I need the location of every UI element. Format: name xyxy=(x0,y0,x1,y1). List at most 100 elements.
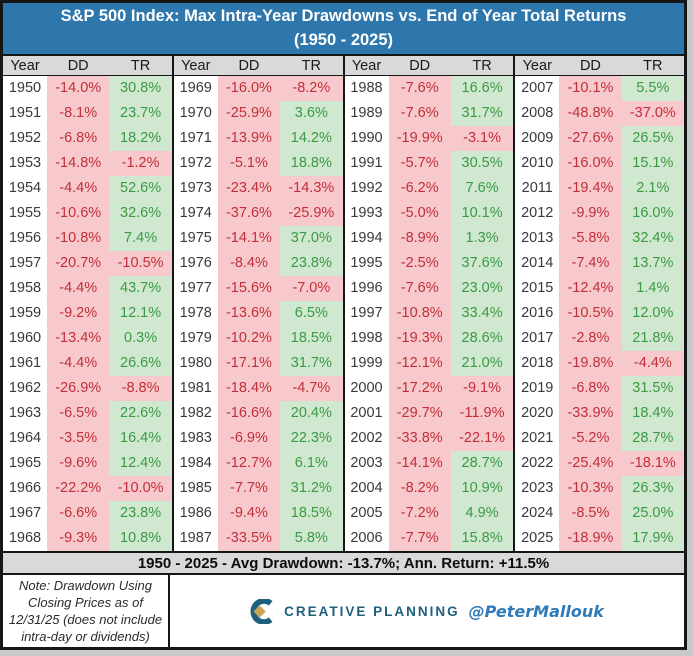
column-header-group: Year DD TR xyxy=(342,55,514,76)
drawdown-cell: -7.7% xyxy=(217,476,281,502)
year-cell: 2025 xyxy=(515,526,560,552)
year-cell: 1968 xyxy=(3,526,47,552)
column-header-group: Year DD TR xyxy=(171,55,343,76)
table-row: 1980 -17.1% 31.7% xyxy=(173,351,343,377)
drawdown-cell: -14.8% xyxy=(47,151,110,177)
drawdown-cell: -10.2% xyxy=(217,326,281,352)
total-return-cell: 28.6% xyxy=(450,326,514,352)
total-return-cell: 5.5% xyxy=(621,76,684,102)
year-cell: 1966 xyxy=(3,476,47,502)
column-header-year: Year xyxy=(522,57,552,74)
drawdown-cell: -10.3% xyxy=(559,476,622,502)
total-return-cell: 32.4% xyxy=(621,226,684,252)
year-cell: 1982 xyxy=(173,401,218,427)
table-row: 1993 -5.0% 10.1% xyxy=(344,201,514,227)
total-return-cell: 21.0% xyxy=(450,351,514,377)
table-row: 2015 -12.4% 1.4% xyxy=(515,276,684,302)
total-return-cell: 31.2% xyxy=(280,476,343,502)
table-row: 1989 -7.6% 31.7% xyxy=(344,101,514,127)
table-row: 1982 -16.6% 20.4% xyxy=(173,401,343,427)
total-return-cell: 12.0% xyxy=(621,301,684,327)
total-return-cell: 25.0% xyxy=(621,501,684,527)
drawdown-cell: -9.4% xyxy=(217,501,281,527)
drawdown-cell: -12.7% xyxy=(217,451,281,477)
drawdown-cell: -19.9% xyxy=(388,126,451,152)
year-cell: 2021 xyxy=(515,426,560,452)
drawdown-cell: -8.5% xyxy=(559,501,622,527)
table-row: 1953 -14.8% -1.2% xyxy=(3,151,172,177)
table-row: 1964 -3.5% 16.4% xyxy=(3,426,172,452)
total-return-cell: 4.9% xyxy=(450,501,514,527)
year-cell: 2023 xyxy=(515,476,560,502)
total-return-cell: 26.3% xyxy=(621,476,684,502)
table-row: 1952 -6.8% 18.2% xyxy=(3,126,172,152)
year-cell: 1984 xyxy=(173,451,218,477)
total-return-cell: 31.7% xyxy=(280,351,343,377)
summary-text: 1950 - 2025 - Avg Drawdown: -13.7%; Ann.… xyxy=(137,554,550,572)
table-row: 1963 -6.5% 22.6% xyxy=(3,401,172,427)
table-row: 2022 -25.4% -18.1% xyxy=(515,451,684,477)
column-header-year: Year xyxy=(351,57,382,74)
table-column-group: 1950 -14.0% 30.8% 1951 -8.1% 23.7% 1952 -6.8% 18… xyxy=(3,76,172,552)
year-cell: 1996 xyxy=(344,276,389,302)
year-cell: 1952 xyxy=(3,126,47,152)
year-cell: 1954 xyxy=(3,176,47,202)
drawdown-cell: -6.8% xyxy=(47,126,110,152)
table-row: 2016 -10.5% 12.0% xyxy=(515,301,684,327)
total-return-cell: -8.8% xyxy=(109,376,172,402)
drawdown-cell: -10.6% xyxy=(47,201,110,227)
total-return-cell: 23.0% xyxy=(450,276,514,302)
year-cell: 1967 xyxy=(3,501,47,527)
drawdown-cell: -16.6% xyxy=(217,401,281,427)
year-cell: 1971 xyxy=(173,126,218,152)
year-cell: 2012 xyxy=(515,201,560,227)
total-return-cell: 17.9% xyxy=(621,526,684,552)
drawdown-cell: -12.1% xyxy=(388,351,451,377)
drawdown-cell: -10.8% xyxy=(47,226,110,252)
year-cell: 1987 xyxy=(173,526,218,552)
drawdown-cell: -15.6% xyxy=(217,276,281,302)
note-box: Note: Drawdown Using Closing Prices as o… xyxy=(3,575,170,647)
drawdown-cell: -6.2% xyxy=(388,176,451,202)
table-row: 1988 -7.6% 16.6% xyxy=(344,76,514,102)
year-cell: 1962 xyxy=(3,376,47,402)
table-row: 1977 -15.6% -7.0% xyxy=(173,276,343,302)
total-return-cell: 3.6% xyxy=(280,101,343,127)
total-return-cell: -25.9% xyxy=(280,201,343,227)
year-cell: 1977 xyxy=(173,276,218,302)
table-row: 1960 -13.4% 0.3% xyxy=(3,326,172,352)
year-cell: 1957 xyxy=(3,251,47,277)
drawdown-cell: -20.7% xyxy=(47,251,110,277)
total-return-cell: 18.4% xyxy=(621,401,684,427)
table-row: 1991 -5.7% 30.5% xyxy=(344,151,514,177)
total-return-cell: 15.1% xyxy=(621,151,684,177)
total-return-cell: 31.7% xyxy=(450,101,514,127)
drawdown-cell: -19.3% xyxy=(388,326,451,352)
drawdown-cell: -10.8% xyxy=(388,301,451,327)
total-return-cell: 6.1% xyxy=(280,451,343,477)
total-return-cell: -14.3% xyxy=(280,176,343,202)
table-row: 2010 -16.0% 15.1% xyxy=(515,151,684,177)
column-header-year: Year xyxy=(10,57,40,74)
table-row: 2012 -9.9% 16.0% xyxy=(515,201,684,227)
total-return-cell: 7.4% xyxy=(109,226,172,252)
drawdown-cell: -9.9% xyxy=(559,201,622,227)
drawdown-cell: -18.4% xyxy=(217,376,281,402)
total-return-cell: 28.7% xyxy=(450,451,514,477)
column-header-row: Year DD TR Year DD TR Year DD TR Year DD TR xyxy=(3,55,684,77)
table-row: 1967 -6.6% 23.8% xyxy=(3,501,172,527)
total-return-cell: 23.7% xyxy=(109,101,172,127)
column-header-group: Year DD TR xyxy=(513,55,684,76)
column-header-tr: TR xyxy=(643,57,663,74)
drawdown-cell: -13.9% xyxy=(217,126,281,152)
table-row: 2009 -27.6% 26.5% xyxy=(515,126,684,152)
drawdown-cell: -33.5% xyxy=(217,526,281,552)
table-row: 1975 -14.1% 37.0% xyxy=(173,226,343,252)
total-return-cell: -4.7% xyxy=(280,376,343,402)
total-return-cell: -7.0% xyxy=(280,276,343,302)
year-cell: 1958 xyxy=(3,276,47,302)
total-return-cell: 6.5% xyxy=(280,301,343,327)
total-return-cell: 32.6% xyxy=(109,201,172,227)
table-column-group: 1988 -7.6% 16.6% 1989 -7.6% 31.7% 1990 -19.9% -3… xyxy=(342,76,514,552)
drawdown-cell: -10.5% xyxy=(559,301,622,327)
